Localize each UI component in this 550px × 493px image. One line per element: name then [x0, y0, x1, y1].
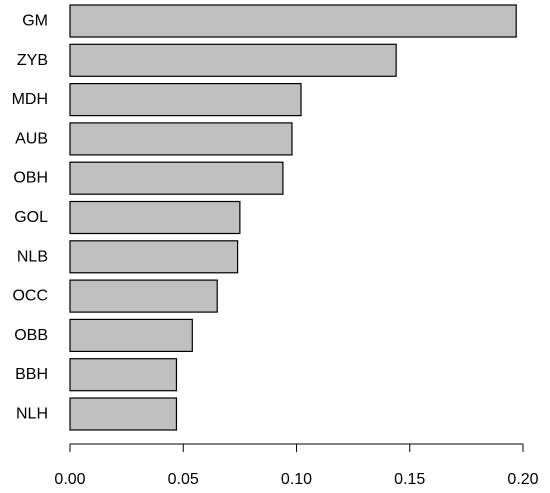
bar-aub: [69, 122, 293, 156]
bar-obh: [69, 161, 284, 195]
x-tick-label: 0.15: [394, 471, 425, 488]
category-label-zyb: ZYB: [17, 52, 48, 69]
category-label-occ: OCC: [12, 288, 48, 305]
bar-bbh: [69, 358, 178, 392]
bars-group: [69, 4, 517, 431]
category-label-mdh: MDH: [12, 91, 48, 108]
category-labels-group: GM ZYB MDH AUB OBH GOL NLB OCC OBB BBH NLH: [12, 13, 49, 423]
x-tick-label: 0.05: [168, 471, 199, 488]
category-label-gol: GOL: [14, 209, 48, 226]
x-tick-label: 0.20: [507, 471, 538, 488]
bar-nlb: [69, 240, 239, 274]
category-label-obh: OBH: [13, 170, 48, 187]
category-label-obb: OBB: [14, 327, 48, 344]
x-axis: 0.00 0.05 0.10 0.15 0.20: [54, 443, 539, 488]
bar-zyb: [69, 43, 397, 77]
bar-gm: [69, 4, 517, 38]
category-label-aub: AUB: [15, 130, 48, 147]
bar-gol: [69, 200, 241, 235]
bar-obb: [69, 318, 193, 352]
x-tick-label: 0.10: [281, 471, 312, 488]
bar-nlh: [69, 397, 178, 431]
category-label-bbh: BBH: [15, 366, 48, 383]
category-label-nlb: NLB: [17, 248, 48, 265]
category-label-nlh: NLH: [16, 406, 48, 423]
x-tick-label: 0.00: [54, 471, 85, 488]
bar-mdh: [69, 82, 302, 117]
category-label-gm: GM: [22, 13, 48, 30]
bar-occ: [69, 279, 218, 313]
